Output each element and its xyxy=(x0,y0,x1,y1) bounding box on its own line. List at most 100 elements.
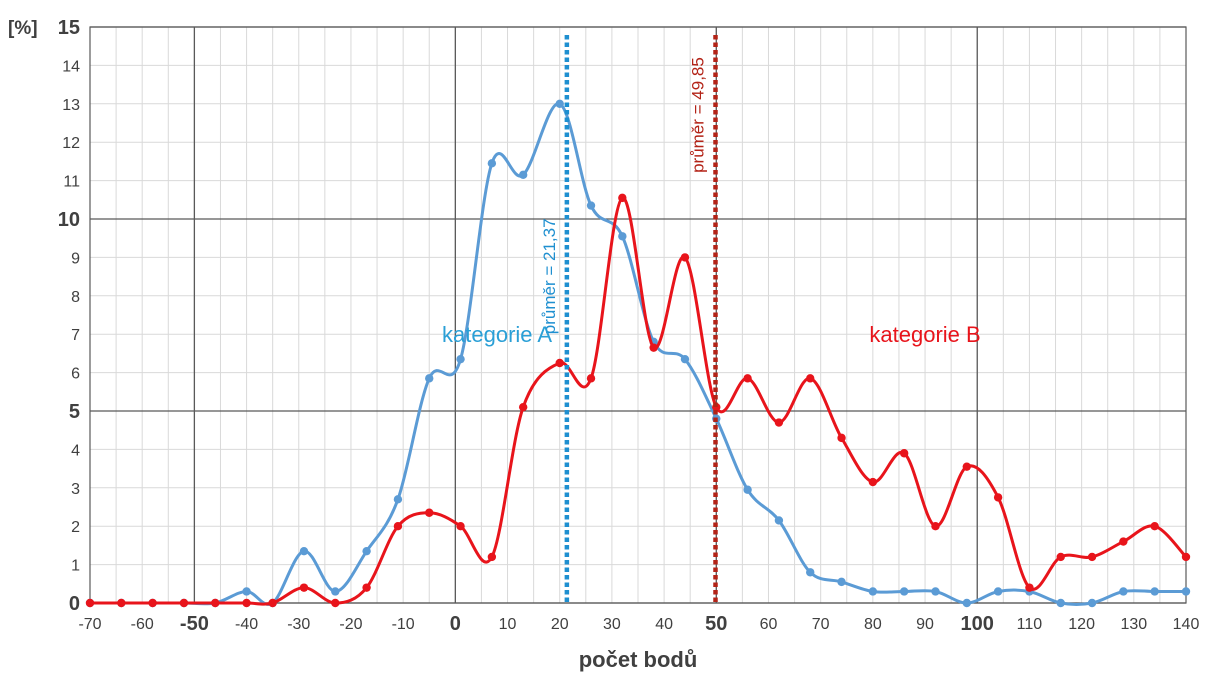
data-point xyxy=(299,583,309,592)
data-point xyxy=(1181,552,1191,562)
data-point xyxy=(1087,598,1097,608)
reference-lines: průměr = 21,37 průměr = 49,85 xyxy=(540,35,718,603)
data-point xyxy=(331,587,340,596)
y-tick-label: 15 xyxy=(58,17,80,39)
data-point xyxy=(774,418,784,427)
data-point xyxy=(962,462,971,471)
data-point xyxy=(774,516,784,525)
data-point xyxy=(899,587,909,596)
y-tick-label: 11 xyxy=(63,174,80,191)
data-point xyxy=(899,449,909,458)
y-tick-label: 12 xyxy=(62,135,80,152)
y-tick-label: 9 xyxy=(71,250,80,267)
data-point xyxy=(487,552,497,562)
data-point xyxy=(555,99,564,109)
y-tick-label: 0 xyxy=(69,593,80,615)
x-tick-label: 110 xyxy=(1017,616,1043,633)
x-tick-label: 30 xyxy=(603,616,621,633)
series-b xyxy=(85,193,1191,608)
x-tick-label: -40 xyxy=(235,616,258,633)
data-point xyxy=(806,374,815,383)
series-name-label: kategorie B xyxy=(869,322,980,347)
data-point xyxy=(456,522,465,531)
data-point xyxy=(518,170,528,180)
x-tick-label: -60 xyxy=(131,616,154,633)
data-point xyxy=(148,598,157,608)
data-point xyxy=(117,598,126,608)
data-point xyxy=(1119,587,1128,596)
x-tick-label: -70 xyxy=(78,616,101,633)
series-line xyxy=(90,196,1188,606)
data-point xyxy=(1087,552,1097,562)
y-tick-label: 3 xyxy=(71,481,80,498)
x-axis-label: počet bodů xyxy=(579,647,698,672)
x-tick-label: 120 xyxy=(1068,616,1095,633)
x-tick-label: 0 xyxy=(450,613,461,635)
data-point xyxy=(962,598,971,608)
series-name-label: kategorie A xyxy=(442,322,552,347)
y-tick-label: 5 xyxy=(69,401,80,423)
data-point xyxy=(1119,537,1128,546)
x-tick-label: 40 xyxy=(655,616,673,633)
data-point xyxy=(487,159,497,168)
data-point xyxy=(806,568,815,577)
data-point xyxy=(179,598,189,608)
data-point xyxy=(362,583,371,592)
data-point xyxy=(1056,552,1065,562)
y-tick-label: 8 xyxy=(71,289,80,306)
y-tick-label: 1 xyxy=(71,558,80,575)
mean-line-label: průměr = 49,85 xyxy=(689,57,708,173)
x-tick-label: 100 xyxy=(961,613,994,635)
data-point xyxy=(211,598,220,608)
data-point xyxy=(1025,583,1034,592)
data-point xyxy=(680,354,690,364)
data-point xyxy=(743,374,752,383)
y-tick-label: 13 xyxy=(62,97,80,114)
data-point xyxy=(837,577,846,587)
data-point xyxy=(1150,587,1159,596)
data-point xyxy=(1056,598,1065,608)
data-point xyxy=(649,343,658,352)
x-tick-label: 50 xyxy=(705,613,727,635)
data-point xyxy=(242,587,251,596)
x-tick-label: 90 xyxy=(916,616,934,633)
data-point xyxy=(1181,587,1191,596)
y-tick-label: 7 xyxy=(71,327,80,344)
data-point xyxy=(743,485,752,494)
grid xyxy=(89,26,1187,604)
data-point xyxy=(868,477,878,487)
data-point xyxy=(618,193,627,203)
data-point xyxy=(837,433,846,443)
x-tick-label: -10 xyxy=(392,616,415,633)
y-axis-label: [%] xyxy=(8,18,38,39)
series-line xyxy=(90,102,1186,606)
data-point xyxy=(393,495,403,504)
series-labels: kategorie A kategorie B xyxy=(442,322,981,347)
y-tick-label: 2 xyxy=(71,519,80,536)
x-tick-label: -20 xyxy=(339,616,362,633)
data-point xyxy=(393,522,403,531)
x-tick-label: 10 xyxy=(499,616,517,633)
plot-frame xyxy=(89,26,1187,604)
x-tick-label: 80 xyxy=(864,616,882,633)
x-tick-label: 70 xyxy=(812,616,830,633)
data-point xyxy=(331,598,340,608)
y-tick-label: 14 xyxy=(62,58,80,75)
y-tick-label: 6 xyxy=(71,366,80,383)
x-tick-label: 20 xyxy=(551,616,569,633)
data-point xyxy=(85,598,95,608)
x-tick-label: -30 xyxy=(287,616,310,633)
data-point xyxy=(618,232,627,241)
x-tick-label: 130 xyxy=(1120,616,1147,633)
data-point xyxy=(993,493,1003,502)
x-tick-label: -50 xyxy=(180,613,209,635)
x-tick-label: 140 xyxy=(1173,616,1200,633)
data-point xyxy=(586,374,596,383)
data-point xyxy=(518,402,528,412)
data-point xyxy=(586,201,596,210)
data-point xyxy=(931,522,940,531)
data-point xyxy=(425,508,434,517)
